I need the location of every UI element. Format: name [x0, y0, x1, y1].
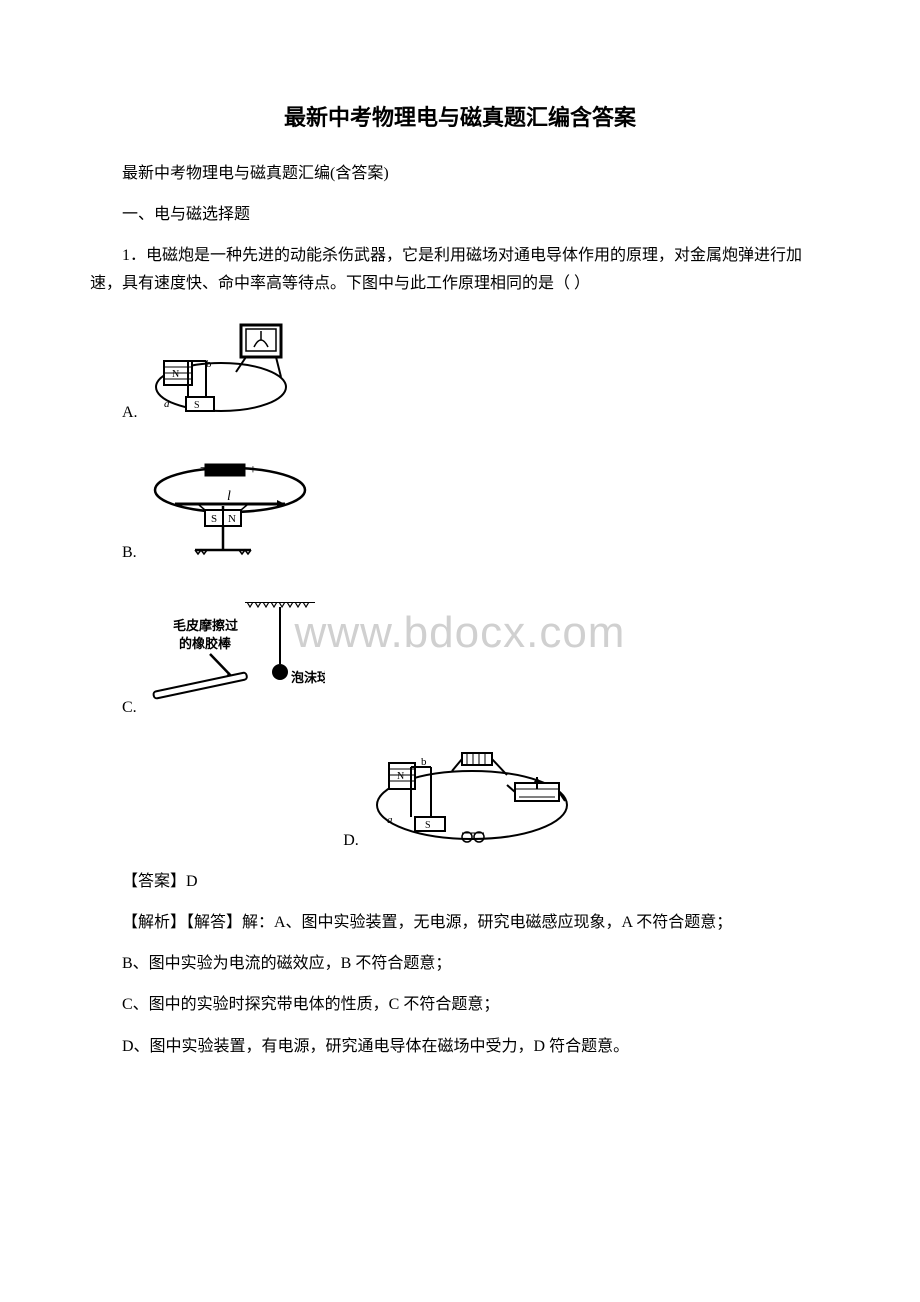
label-plus: + — [249, 463, 257, 478]
question-1: 1．电磁炮是一种先进的动能杀伤武器，它是利用磁场对通电导体作用的原理，对金属炮弹… — [90, 242, 830, 296]
option-a-row: A. N S b a — [90, 317, 830, 422]
explain-b: B、图中实验为电流的磁效应，B 不符合题意； — [90, 950, 830, 977]
option-c-label: C. — [122, 699, 137, 717]
label-s-b: S — [211, 513, 217, 525]
label-s: S — [194, 400, 200, 411]
explain-d: D、图中实验装置，有电源，研究通电导体在磁场中受力，D 符合题意。 — [90, 1033, 830, 1060]
label-l: l — [227, 489, 231, 504]
section-heading: 一、电与磁选择题 — [90, 201, 830, 228]
explain-c: C、图中的实验时探究带电体的性质，C 不符合题意； — [90, 991, 830, 1018]
label-minus: − — [200, 462, 208, 476]
option-b-row: B. − + l S N — [90, 462, 830, 562]
diagram-a: N S b a — [146, 317, 296, 422]
explain-a: 【解析】【解答】解：A、图中实验装置，无电源，研究电磁感应现象，A 不符合题意； — [90, 909, 830, 936]
label-rod-1: 毛皮摩擦过 — [173, 618, 238, 633]
option-d-label: D. — [343, 832, 359, 850]
option-c-row: C. 毛皮摩擦过 的橡胶棒 泡沫球 — [90, 602, 830, 717]
label-n-d: N — [397, 771, 404, 782]
label-ball: 泡沫球 — [291, 670, 325, 685]
label-b-d: b — [421, 756, 427, 768]
intro-line: 最新中考物理电与磁真题汇编(含答案) — [90, 160, 830, 187]
label-n: N — [172, 369, 179, 380]
answer-line: 【答案】D — [90, 868, 830, 895]
label-s-d: S — [425, 820, 431, 831]
option-d-row: D. N S b a — [90, 745, 830, 850]
diagram-b: − + l S N — [145, 462, 315, 562]
option-a-label: A. — [122, 404, 138, 422]
page-title: 最新中考物理电与磁真题汇编含答案 — [90, 100, 830, 132]
diagram-d: N S b a — [367, 745, 577, 850]
document-content: 最新中考物理电与磁真题汇编含答案 最新中考物理电与磁真题汇编(含答案) 一、电与… — [90, 100, 830, 1060]
option-b-label: B. — [122, 544, 137, 562]
label-rod-2: 的橡胶棒 — [179, 636, 232, 651]
label-a: a — [164, 398, 170, 410]
label-b: b — [206, 358, 212, 370]
label-n-b: N — [228, 513, 236, 525]
label-a-d: a — [387, 814, 393, 826]
diagram-c: 毛皮摩擦过 的橡胶棒 泡沫球 — [145, 602, 325, 717]
